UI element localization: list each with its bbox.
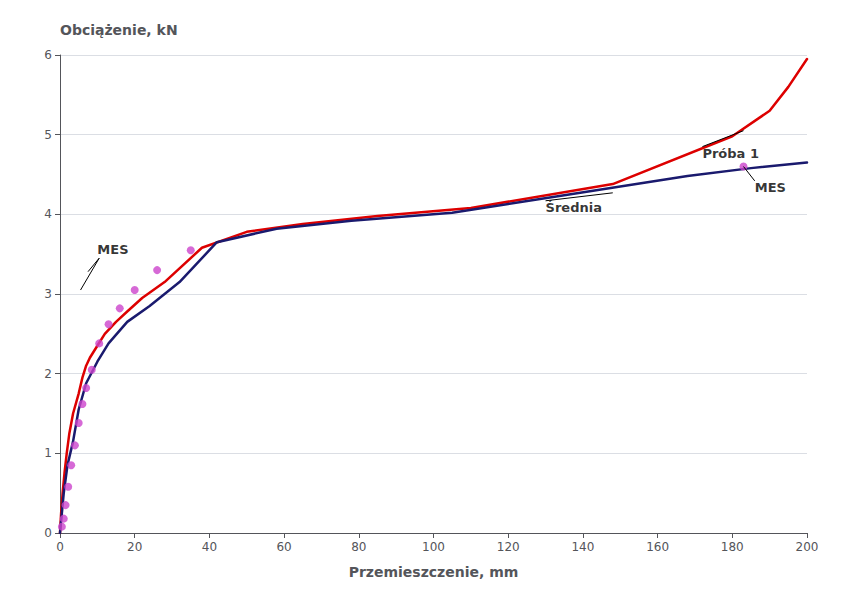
- svg-text:200: 200: [796, 540, 819, 554]
- svg-text:MES: MES: [97, 242, 128, 257]
- svg-text:20: 20: [127, 540, 142, 554]
- svg-text:60: 60: [276, 540, 291, 554]
- svg-text:80: 80: [351, 540, 366, 554]
- svg-text:100: 100: [422, 540, 445, 554]
- svg-text:140: 140: [571, 540, 594, 554]
- svg-text:0: 0: [56, 540, 64, 554]
- svg-text:2: 2: [44, 367, 52, 381]
- svg-text:160: 160: [646, 540, 669, 554]
- svg-text:MES: MES: [755, 180, 786, 195]
- svg-text:120: 120: [497, 540, 520, 554]
- svg-text:180: 180: [721, 540, 744, 554]
- svg-text:3: 3: [44, 287, 52, 301]
- svg-text:Próba 1: Próba 1: [702, 146, 759, 161]
- svg-text:4: 4: [44, 207, 52, 221]
- svg-text:1: 1: [44, 446, 52, 460]
- svg-text:0: 0: [44, 526, 52, 540]
- svg-text:Średnia: Średnia: [546, 200, 602, 215]
- svg-text:40: 40: [202, 540, 217, 554]
- svg-text:Obciążenie, kN: Obciążenie, kN: [60, 22, 178, 38]
- svg-text:Przemieszczenie, mm: Przemieszczenie, mm: [349, 564, 519, 580]
- svg-text:6: 6: [44, 48, 52, 62]
- svg-text:5: 5: [44, 128, 52, 142]
